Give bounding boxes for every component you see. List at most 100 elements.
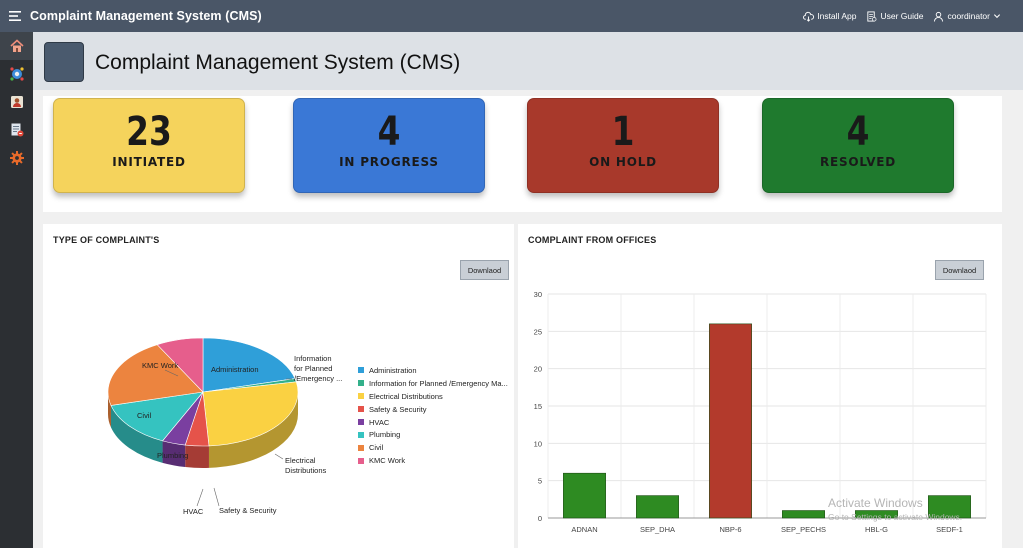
pie-slice-side <box>110 405 163 463</box>
legend-item[interactable]: Safety & Security <box>358 403 508 416</box>
stat-label: IN PROGRESS <box>339 155 439 169</box>
sidebar-item-home[interactable] <box>0 32 33 60</box>
legend-item[interactable]: HVAC <box>358 416 508 429</box>
panel-title: TYPE OF COMPLAINT'S <box>53 235 160 245</box>
stat-value: 4 <box>377 109 401 155</box>
bar-hbl-g <box>855 510 898 519</box>
legend-swatch <box>358 406 364 413</box>
pie-legend: Administration Information for Planned /E… <box>358 364 508 467</box>
sidebar-item-settings[interactable] <box>0 144 33 172</box>
stat-card-on-hold[interactable]: 1 ON HOLD <box>527 98 719 193</box>
y-tick-label: 5 <box>538 477 542 486</box>
windows-activation-watermark: Activate Windows Go to Settings to activ… <box>828 496 962 522</box>
pie-slice-label: Safety & Security <box>219 506 277 515</box>
user-menu[interactable]: coordinator <box>933 11 1001 22</box>
legend-swatch <box>358 419 364 425</box>
legend-swatch <box>358 444 364 451</box>
stat-card-resolved[interactable]: 4 RESOLVED <box>762 98 954 193</box>
legend-item[interactable]: Plumbing <box>358 428 508 441</box>
y-tick-label: 10 <box>534 439 542 448</box>
user-guide-button[interactable]: User Guide <box>866 10 923 22</box>
watermark-subtitle: Go to Settings to activate Windows. <box>828 512 963 522</box>
app-logo <box>44 42 84 82</box>
user-icon <box>934 11 944 22</box>
y-tick-label: 20 <box>534 365 542 374</box>
stat-value: 23 <box>126 109 172 155</box>
legend-swatch <box>358 457 364 464</box>
home-icon <box>9 39 24 52</box>
report-icon <box>11 123 23 137</box>
pie-slice-administration <box>202 337 296 393</box>
app-title: Complaint Management System (CMS) <box>30 9 262 23</box>
stat-card-initiated[interactable]: 23 INITIATED <box>53 98 245 193</box>
legend-swatch <box>358 367 364 374</box>
gear-icon <box>9 151 24 165</box>
y-tick-label: 25 <box>534 327 542 336</box>
hamburger-menu-icon[interactable] <box>0 0 30 32</box>
legend-label: Plumbing <box>369 430 401 440</box>
stat-value: 4 <box>846 109 870 155</box>
user-name: coordinator <box>947 11 990 21</box>
pie-slice-label: Information for Planned/Emergency ... <box>294 354 342 383</box>
legend-item[interactable]: Electrical Distributions <box>358 390 508 403</box>
legend-label: Safety & Security <box>369 404 427 414</box>
contact-card-icon <box>10 96 23 108</box>
pie-slice-label: Civil <box>137 411 151 420</box>
sidebar <box>0 32 33 548</box>
page-header: Complaint Management System (CMS) <box>33 32 1023 90</box>
page-title: Complaint Management System (CMS) <box>95 51 461 74</box>
pie-leader-line <box>164 369 179 377</box>
x-tick-label: SEP_PECHS <box>781 525 826 534</box>
sidebar-item-network[interactable] <box>0 60 33 88</box>
legend-item[interactable]: KMC Work <box>358 454 508 467</box>
stat-card-in-progress[interactable]: 4 IN PROGRESS <box>293 98 485 193</box>
sidebar-item-contacts[interactable] <box>0 88 33 116</box>
stat-label: ON HOLD <box>589 155 657 169</box>
top-bar: Complaint Management System (CMS) Instal… <box>0 0 1023 32</box>
legend-item[interactable]: Information for Planned /Emergency Ma... <box>358 377 508 390</box>
pie-slice-civil <box>107 344 204 406</box>
complaint-offices-panel: COMPLAINT FROM OFFICES Downlaod 0 5 10 15 20… <box>518 224 1002 548</box>
install-app-button[interactable]: Install App <box>803 11 856 22</box>
y-tick-label: 15 <box>534 402 542 411</box>
x-tick-label: SEDF-1 <box>936 525 963 534</box>
panel-title: COMPLAINT FROM OFFICES <box>528 235 657 245</box>
legend-label: Electrical Distributions <box>369 391 443 401</box>
pie-slice-kmc-work <box>156 337 204 393</box>
bar-sep_dha <box>636 495 679 519</box>
cloud-download-icon <box>803 11 815 22</box>
pie-slice-plumbing <box>110 391 204 442</box>
x-tick-label: SEP_DHA <box>640 525 675 534</box>
pie-slice-side <box>185 445 209 468</box>
x-tick-label: ADNAN <box>571 525 597 534</box>
pie-leader-line <box>196 488 204 507</box>
pie-slice-side <box>108 392 111 428</box>
y-tick-label: 0 <box>538 514 542 523</box>
bar-download-button[interactable]: Downlaod <box>935 260 984 280</box>
pie-slice-label: KMC Work <box>142 361 178 370</box>
legend-swatch <box>358 380 364 387</box>
legend-item[interactable]: Administration <box>358 364 508 377</box>
bar-sedf-1 <box>928 495 971 519</box>
pie-slice-label: Plumbing <box>157 451 188 460</box>
y-tick-label: 30 <box>534 290 542 299</box>
legend-swatch <box>358 393 364 400</box>
stats-panel: 23 INITIATED 4 IN PROGRESS 1 ON HOLD 4 R… <box>43 96 1002 212</box>
chevron-down-icon <box>993 14 1001 19</box>
bar-nbp-6 <box>709 323 752 519</box>
complaint-type-pie-chart[interactable]: Administration Information for Planned/Eme… <box>43 248 343 548</box>
network-gear-icon <box>9 67 24 81</box>
pie-download-button[interactable]: Downlaod <box>460 260 509 280</box>
legend-item[interactable]: Civil <box>358 441 508 454</box>
pie-slice-side <box>208 392 298 468</box>
bar-adnan <box>563 472 606 519</box>
complaint-offices-bar-chart[interactable]: 0 5 10 15 20 25 30 ADNAN SEP_DHA NBP-6 SEP_PECHS HB… <box>518 224 1002 548</box>
pie-slice-electrical-distributions <box>202 381 299 447</box>
stat-label: RESOLVED <box>819 155 897 169</box>
legend-label: Information for Planned /Emergency Ma... <box>369 378 508 388</box>
pie-slice-label: HVAC <box>183 507 204 516</box>
complaint-type-panel: TYPE OF COMPLAINT'S Downlaod Administrat… <box>43 224 514 548</box>
legend-swatch <box>358 431 364 438</box>
bar-sep_pechs <box>782 510 825 519</box>
sidebar-item-reports[interactable] <box>0 116 33 144</box>
